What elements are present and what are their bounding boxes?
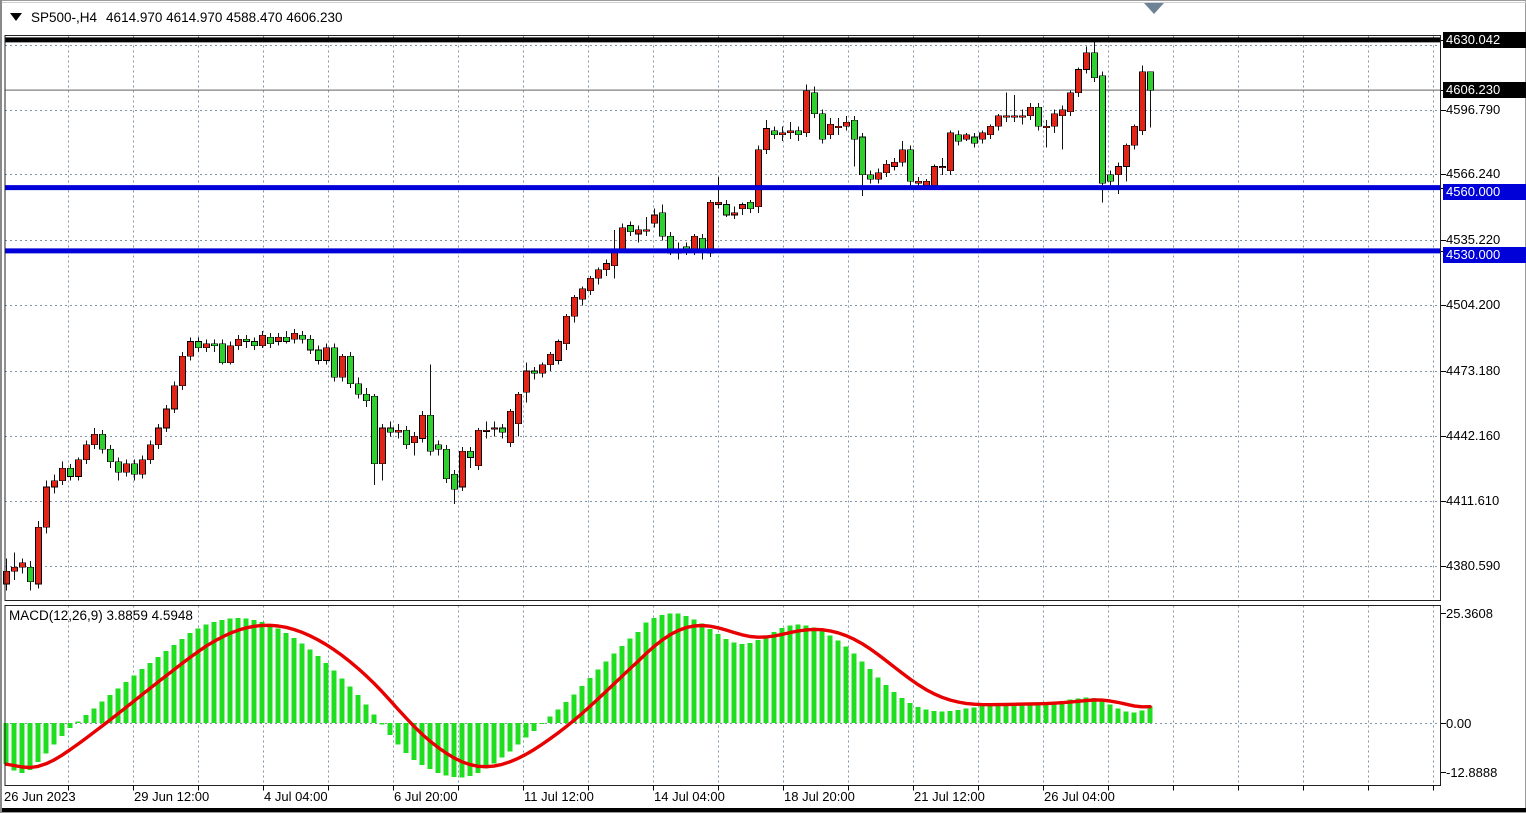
panel-frames — [4, 35, 1441, 786]
price-axis-label: 4411.610 — [1446, 493, 1500, 508]
time-axis-label: 11 Jul 12:00 — [524, 789, 594, 804]
macd-axis-label: 0.00 — [1446, 716, 1472, 731]
axis-ticks — [68, 40, 1446, 791]
price-axis-label: 4442.160 — [1446, 428, 1501, 443]
price-axis-label: 4530.000 — [1443, 247, 1526, 263]
time-axis-label: 26 Jun 2023 — [4, 789, 76, 804]
price-axis-label: 4566.240 — [1446, 166, 1501, 181]
candlestick-series[interactable] — [3, 41, 1154, 591]
symbol-dropdown-icon[interactable] — [10, 13, 22, 21]
ohlc-readout: 4614.970 4614.970 4588.470 4606.230 — [106, 9, 343, 25]
auto-scroll-marker[interactable] — [1144, 3, 1164, 14]
macd-indicator-label: MACD(12,26,9) 3.8859 4.5948 — [9, 608, 193, 623]
grid-layer — [5, 35, 1441, 786]
price-axis-label: 4596.790 — [1446, 102, 1501, 117]
time-axis-label: 26 Jul 04:00 — [1044, 789, 1115, 804]
price-axis-label: 4504.200 — [1446, 297, 1501, 312]
main-chart-area[interactable] — [5, 35, 1441, 601]
time-axis-label: 21 Jul 12:00 — [914, 789, 985, 804]
time-axis-label: 18 Jul 20:00 — [784, 789, 855, 804]
price-axis-label: 4535.220 — [1446, 232, 1501, 247]
price-axis-label: 4380.590 — [1446, 558, 1501, 573]
time-axis-label: 14 Jul 04:00 — [654, 789, 725, 804]
time-axis-label: 6 Jul 20:00 — [394, 789, 458, 804]
macd-axis-label: 25.3608 — [1446, 606, 1493, 621]
price-axis-label: 4560.000 — [1443, 184, 1526, 200]
price-axis-label: 4606.230 — [1443, 82, 1526, 98]
macd-axis-label: -12.8888 — [1446, 765, 1498, 780]
price-axis-label: 4630.042 — [1443, 32, 1526, 48]
macd-histogram — [3, 613, 1153, 778]
chart-header: SP500-,H4 4614.970 4614.970 4588.470 460… — [10, 7, 343, 27]
macd-signal-line — [4, 623, 1152, 770]
price-axis-label: 4473.180 — [1446, 363, 1501, 378]
symbol-period-label: SP500-,H4 — [31, 9, 98, 25]
time-axis-label: 4 Jul 04:00 — [264, 789, 328, 804]
time-axis-label: 29 Jun 12:00 — [134, 789, 210, 804]
